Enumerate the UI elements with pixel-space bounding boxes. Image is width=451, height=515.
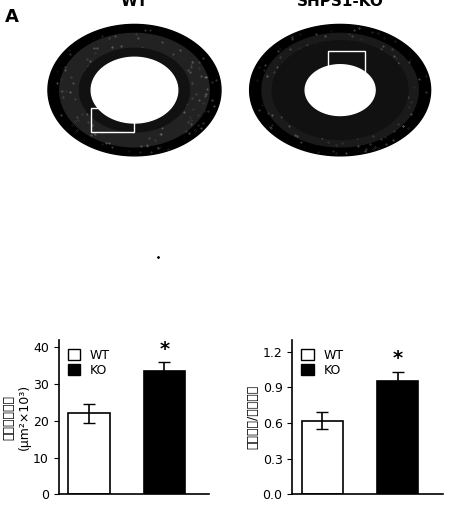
Polygon shape (272, 41, 407, 140)
Polygon shape (48, 24, 221, 156)
Polygon shape (79, 48, 189, 132)
Polygon shape (60, 33, 209, 147)
Text: A: A (5, 8, 18, 26)
Polygon shape (262, 33, 417, 147)
Text: WT: WT (120, 0, 148, 9)
Bar (143, 371, 184, 494)
Text: *: * (392, 349, 402, 368)
Y-axis label: 内膜面积/中膜面积: 内膜面积/中膜面积 (246, 385, 259, 449)
Polygon shape (344, 170, 442, 245)
Bar (376, 382, 418, 494)
Bar (301, 421, 342, 494)
Polygon shape (99, 170, 232, 263)
Polygon shape (249, 24, 430, 156)
Legend: WT, KO: WT, KO (298, 346, 345, 380)
Polygon shape (304, 65, 374, 115)
Bar (91, 108, 134, 132)
Bar (327, 52, 364, 84)
Legend: WT, KO: WT, KO (65, 346, 112, 380)
Polygon shape (91, 57, 177, 123)
Bar (68, 414, 110, 494)
Y-axis label: 新生内膜面积
(μm²×10³): 新生内膜面积 (μm²×10³) (2, 384, 30, 450)
Text: *: * (159, 340, 169, 359)
Text: SHPS1-KO: SHPS1-KO (296, 0, 383, 9)
